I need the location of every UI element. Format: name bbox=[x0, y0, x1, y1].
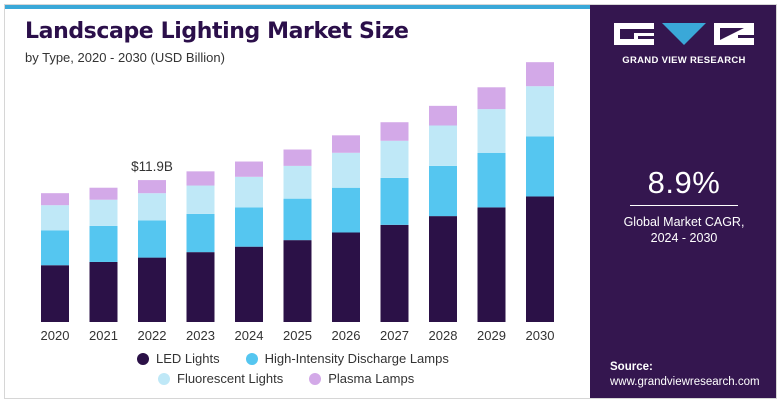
bar-2023-series-1 bbox=[186, 213, 215, 253]
side-panel: GRAND VIEW RESEARCH 8.9% Global Market C… bbox=[590, 5, 776, 398]
bar-2022-series-2 bbox=[138, 193, 166, 221]
bar-2030-series-3 bbox=[526, 62, 554, 87]
chart-title: Landscape Lighting Market Size bbox=[25, 19, 409, 44]
bar-2029-series-0 bbox=[477, 207, 506, 322]
bar-2028-series-1 bbox=[429, 165, 457, 217]
bar-2027-series-0 bbox=[380, 224, 409, 322]
source-url[interactable]: www.grandviewresearch.com bbox=[610, 376, 760, 388]
x-tick-label: 2028 bbox=[429, 328, 458, 343]
bar-2021-series-1 bbox=[89, 225, 118, 262]
legend-label: Fluorescent Lights bbox=[177, 371, 284, 386]
legend-label: High-Intensity Discharge Lamps bbox=[264, 351, 449, 366]
bar-chart: 2020 2021 2022 2023 2024 2025 2026 2027 2028 2029… bbox=[41, 62, 555, 343]
legend-label: Plasma Lamps bbox=[328, 371, 415, 386]
annotations: $11.9B bbox=[131, 159, 173, 174]
brand-logo-icon bbox=[614, 23, 754, 45]
legend-swatch bbox=[309, 372, 322, 385]
bar-2020-series-2 bbox=[41, 205, 69, 231]
bar-2029-series-1 bbox=[477, 152, 506, 208]
x-tick-label: 2025 bbox=[283, 328, 312, 343]
legend-row: Fluorescent Lights Plasma Lamps bbox=[158, 371, 414, 386]
x-tick-label: 2024 bbox=[235, 328, 264, 343]
cagr-value: 8.9% bbox=[647, 165, 721, 200]
bar-2020-series-3 bbox=[41, 193, 69, 206]
chart-subtitle: by Type, 2020 - 2030 (USD Billion) bbox=[25, 50, 225, 65]
bar-2026-series-2 bbox=[332, 152, 360, 188]
bar-2026-series-1 bbox=[332, 187, 360, 233]
bar-2022-series-3 bbox=[138, 180, 166, 194]
x-tick-label: 2020 bbox=[41, 328, 70, 343]
bar-2025-series-1 bbox=[283, 198, 312, 241]
bar-2026-series-0 bbox=[332, 232, 360, 322]
bar-2027-series-2 bbox=[380, 140, 409, 178]
bar-2021-series-3 bbox=[89, 187, 118, 200]
x-axis-ticks: 2020 2021 2022 2023 2024 2025 2026 2027 2028 2029… bbox=[41, 328, 555, 343]
legend-swatch bbox=[137, 352, 149, 365]
chart-frame: Landscape Lighting Market Size by Type, … bbox=[4, 4, 777, 399]
bar-2027-series-1 bbox=[380, 177, 409, 225]
legend-row: LED Lights High-Intensity Discharge Lamps bbox=[137, 351, 449, 366]
x-tick-label: 2021 bbox=[89, 328, 118, 343]
bar-2024-series-2 bbox=[235, 176, 263, 208]
bar-group bbox=[41, 62, 554, 322]
legend-item: High-Intensity Discharge Lamps bbox=[245, 351, 449, 366]
source-note: Source: www.grandviewresearch.com bbox=[610, 360, 760, 390]
bar-2028-series-0 bbox=[429, 216, 457, 322]
legend-swatch bbox=[245, 352, 258, 365]
bar-2020-series-1 bbox=[41, 230, 69, 266]
legend-label: LED Lights bbox=[156, 351, 220, 366]
x-tick-label: 2023 bbox=[186, 328, 215, 343]
bar-2030-series-0 bbox=[526, 196, 554, 322]
bar-2021-series-2 bbox=[89, 199, 118, 226]
legend-swatch bbox=[158, 372, 170, 385]
bar-2023-series-3 bbox=[186, 171, 215, 186]
bar-2024-series-3 bbox=[235, 161, 263, 177]
cagr-label: Global Market CAGR, 2024 - 2030 bbox=[590, 214, 776, 246]
bar-2022-series-0 bbox=[138, 257, 166, 322]
bar-2021-series-0 bbox=[89, 261, 118, 322]
bar-2023-series-0 bbox=[186, 252, 215, 322]
bar-2025-series-0 bbox=[283, 240, 312, 322]
bar-2025-series-3 bbox=[283, 149, 312, 166]
legend-item: Plasma Lamps bbox=[309, 371, 414, 386]
bar-2029-series-2 bbox=[477, 109, 506, 153]
brand-name: GRAND VIEW RESEARCH bbox=[622, 55, 746, 66]
bar-2026-series-3 bbox=[332, 135, 360, 153]
x-tick-label: 2022 bbox=[138, 328, 167, 343]
cagr-label-line1: Global Market CAGR, bbox=[623, 215, 745, 229]
x-tick-label: 2030 bbox=[526, 328, 555, 343]
cagr-label-line2: 2024 - 2030 bbox=[650, 231, 718, 245]
bar-2028-series-3 bbox=[429, 105, 457, 126]
bar-2025-series-2 bbox=[283, 165, 312, 199]
bar-2028-series-2 bbox=[429, 125, 457, 166]
x-tick-label: 2027 bbox=[380, 328, 409, 343]
data-label-annotation: $11.9B bbox=[131, 159, 173, 174]
bar-2024-series-0 bbox=[235, 246, 263, 322]
bar-2029-series-3 bbox=[477, 87, 506, 110]
legend-item: LED Lights bbox=[137, 351, 220, 366]
bar-2030-series-1 bbox=[526, 136, 554, 197]
bar-2022-series-1 bbox=[138, 220, 166, 258]
bar-2030-series-2 bbox=[526, 86, 554, 137]
bar-2023-series-2 bbox=[186, 185, 215, 214]
bar-2024-series-1 bbox=[235, 207, 263, 247]
x-tick-label: 2026 bbox=[332, 328, 361, 343]
source-label: Source: bbox=[610, 361, 653, 373]
accent-line bbox=[5, 5, 590, 9]
cagr-divider bbox=[630, 205, 738, 206]
bar-2027-series-3 bbox=[380, 122, 409, 141]
bar-2020-series-0 bbox=[41, 265, 69, 322]
x-tick-label: 2029 bbox=[477, 328, 506, 343]
legend-item: Fluorescent Lights bbox=[158, 371, 283, 386]
